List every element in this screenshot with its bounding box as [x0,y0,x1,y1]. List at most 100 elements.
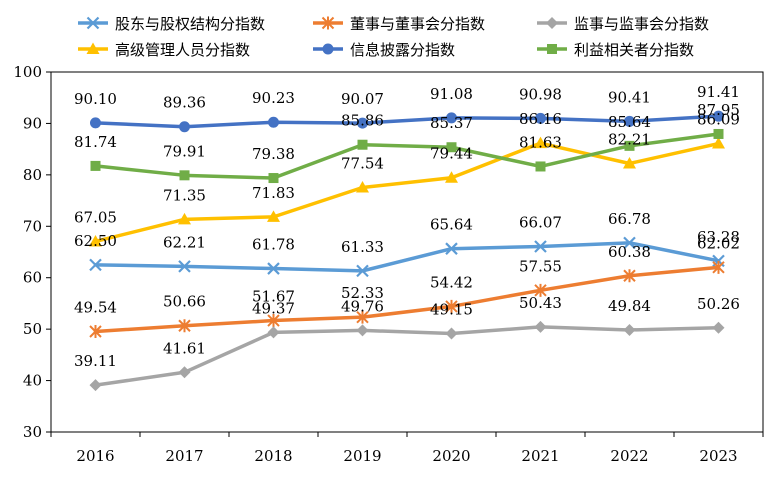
data-point [534,320,547,333]
data-label: 61.78 [252,236,295,254]
data-point [90,117,101,129]
data-label: 67.05 [74,208,117,226]
series-line [93,114,721,129]
data-label: 49.54 [74,299,117,317]
data-point [534,240,547,253]
data-point [267,326,280,339]
legend-label: 监事与监事会分指数 [574,15,709,33]
axes: 30 40 50 60 70 80 90 100 2016 2017 2018 2019 2020 202… [13,63,764,465]
data-label: 90.07 [341,90,384,108]
series-6 [90,128,724,184]
data-point [713,128,724,139]
series-3 [89,320,725,392]
x-tick-label: 2021 [521,447,559,465]
data-point [267,210,280,222]
data-point [178,366,191,379]
data-label: 50.43 [519,294,562,312]
legend-marker [322,43,334,55]
data-label: 62.50 [74,232,117,250]
data-label: 66.07 [519,213,562,231]
series-5 [90,110,724,133]
legend-item-6: 利益相关者分指数 [537,41,694,59]
series-line [93,265,721,334]
data-point [535,161,546,172]
x-tick-label: 2017 [165,447,203,465]
data-label: 54.42 [430,273,473,291]
data-label: 82.21 [608,130,651,148]
data-label: 86.16 [519,110,562,128]
data-label: 49.15 [430,301,473,319]
data-point [356,181,369,193]
data-label: 52.33 [341,284,384,302]
data-label: 71.35 [163,186,206,204]
data-point [445,327,458,340]
data-label: 65.64 [430,216,473,234]
x-tick-label: 2023 [699,447,737,465]
data-point [89,234,102,247]
data-point [90,160,101,171]
data-label: 85.64 [608,113,651,131]
legend-item-5: 信息披露分指数 [313,41,455,59]
data-point [356,324,369,337]
legend-label: 信息披露分指数 [350,41,455,59]
legend-label: 股东与股权结构分指数 [115,15,265,33]
data-label: 81.74 [74,133,117,151]
y-tick-label: 90 [23,114,42,132]
data-point [178,212,191,225]
data-label: 79.44 [430,145,473,163]
series-line [93,325,721,387]
x-tick-label: 2022 [610,447,648,465]
series-line [93,132,721,180]
data-label: 90.10 [74,90,117,108]
x-tick-label: 2019 [343,447,381,465]
y-tick-label: 70 [23,217,42,235]
data-label: 85.37 [430,114,473,132]
data-point [712,260,725,274]
series-line [93,241,721,273]
data-label: 85.86 [341,112,384,130]
data-label: 77.54 [341,155,384,173]
data-label: 90.41 [608,88,651,106]
data-point [712,137,725,149]
data-point [267,314,280,328]
y-tick-label: 100 [13,63,42,81]
data-point [179,170,190,181]
data-label: 63.28 [697,228,740,246]
y-tick-label: 60 [23,269,42,287]
legend-marker [86,42,100,54]
legend-item-3: 监事与监事会分指数 [537,15,709,33]
data-label: 61.33 [341,238,384,256]
data-point [534,136,547,149]
y-tick-label: 40 [23,372,42,390]
legend-label: 高级管理人员分指数 [115,41,250,59]
data-label: 81.63 [519,133,562,151]
data-point [356,264,369,278]
data-label: 90.98 [519,85,562,103]
data-label: 57.55 [519,257,562,275]
data-label: 87.95 [697,101,740,119]
data-point [623,236,636,250]
data-label: 50.26 [697,295,740,313]
data-point [713,110,724,122]
data-label: 71.83 [252,184,295,202]
data-label: 41.61 [163,339,206,357]
data-point [624,140,635,151]
x-tick-label: 2018 [254,447,292,465]
legend-marker [321,16,335,30]
data-label: 60.38 [608,243,651,261]
data-point [446,112,457,124]
data-point [623,323,636,336]
data-point [357,139,368,150]
data-point [89,325,102,339]
y-tick-label: 80 [23,166,42,184]
series-line [93,141,721,244]
legend-item-2: 董事与董事会分指数 [313,15,485,33]
legend-label: 董事与董事会分指数 [350,15,485,33]
data-label: 39.11 [74,352,117,370]
data-point [178,260,191,273]
data-point [534,283,547,297]
data-label: 79.38 [252,145,295,163]
data-point [267,262,280,275]
data-label: 91.08 [430,85,473,103]
